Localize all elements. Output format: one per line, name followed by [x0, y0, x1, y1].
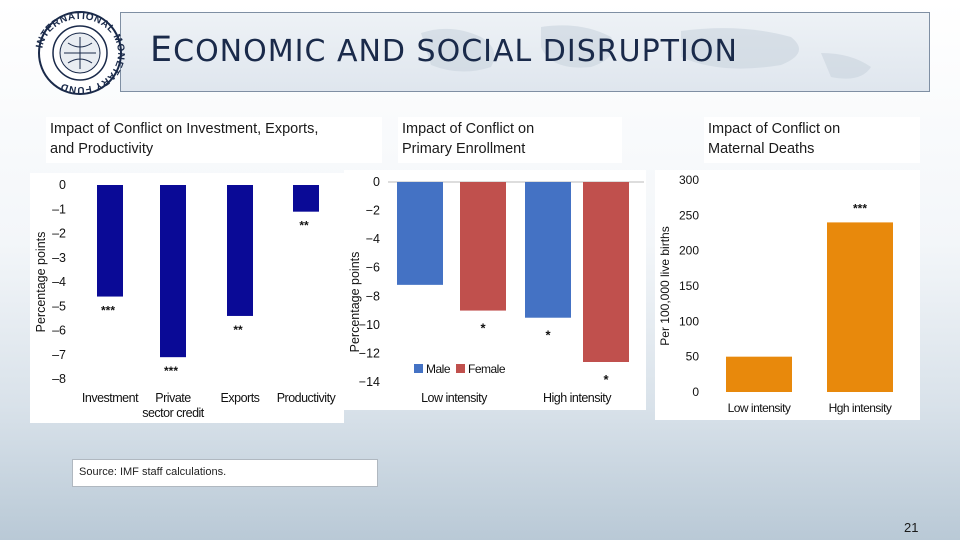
chart1-svg: 0 –1 –2 –3 –4 –5 –6 –7 –8 Percentage points *** Inv… [34, 178, 337, 420]
significance-label: *** [101, 304, 115, 318]
bar-low-intensity [726, 356, 792, 392]
legend-swatch-male [414, 364, 423, 373]
x-tick-label: Private [155, 391, 191, 405]
y-tick-label: –6 [52, 324, 66, 338]
chart2-caption-line2: Primary Enrollment [402, 141, 526, 157]
world-map-watermark [421, 25, 871, 79]
y-tick-label: 0 [59, 178, 66, 192]
significance-label: *** [164, 364, 178, 378]
y-tick-label: –5 [52, 299, 66, 313]
chart1-caption: Impact of Conflict on Investment, Export… [46, 117, 382, 163]
bar-high-intensity [827, 222, 893, 392]
header-band [120, 12, 930, 92]
significance-label: * [603, 372, 609, 387]
chart3-svg: 0 50 100 150 200 250 300 Per 100,000 live birth… [658, 173, 893, 415]
y-tick-label: 0 [692, 385, 699, 399]
y-axis-label: Percentage points [348, 252, 362, 353]
chart3-caption-line2: Maternal Deaths [708, 141, 815, 157]
significance-label: ** [233, 323, 243, 337]
significance-label: * [480, 321, 486, 336]
y-tick-label: −2 [366, 204, 380, 218]
legend-label-female: Female [468, 362, 506, 376]
y-tick-label: 100 [679, 314, 699, 328]
y-tick-label: 0 [373, 175, 380, 189]
x-tick-label: High intensity [543, 391, 612, 405]
y-tick-label: 250 [679, 208, 699, 222]
y-tick-label: –1 [52, 202, 66, 216]
chart1-panel: 0 –1 –2 –3 –4 –5 –6 –7 –8 Percentage points *** Inv… [30, 173, 344, 423]
x-tick-sublabel: sector credit [142, 406, 205, 420]
y-axis-label: Per 100,000 live births [658, 226, 672, 345]
y-tick-label: −10 [359, 318, 380, 332]
page-title: ECONOMIC AND SOCIAL DISRUPTION [150, 30, 738, 70]
chart3-caption-line1: Impact of Conflict on [708, 121, 841, 137]
bar-exports [227, 185, 253, 316]
chart1-caption-line2: and Productivity [50, 141, 154, 157]
y-tick-label: −6 [366, 261, 380, 275]
y-tick-label: −4 [366, 232, 380, 246]
chart3-panel: 0 50 100 150 200 250 300 Per 100,000 live birth… [655, 170, 920, 420]
y-tick-label: −8 [366, 289, 380, 303]
y-axis-label: Percentage points [34, 232, 48, 333]
significance-label: * [545, 328, 551, 343]
x-tick-label: Exports [221, 391, 260, 405]
legend-label-male: Male [426, 362, 451, 376]
y-tick-label: −14 [359, 375, 380, 389]
y-tick-label: 200 [679, 244, 699, 258]
chart2-svg: 0 −2 −4 −6 −8 −10 −12 −14 Percentage points * * * Lo… [348, 175, 644, 405]
chart3-caption: Impact of Conflict on Maternal Deaths [704, 117, 920, 163]
bar-investment [97, 185, 123, 297]
bar-productivity [293, 185, 319, 212]
legend-swatch-female [456, 364, 465, 373]
significance-label: ** [299, 219, 309, 233]
x-tick-label: Low intensity [728, 401, 791, 415]
source-note: Source: IMF staff calculations. [72, 459, 378, 487]
x-tick-label: Low intensity [421, 391, 488, 405]
chart2-panel: 0 −2 −4 −6 −8 −10 −12 −14 Percentage points * * * Lo… [344, 170, 646, 410]
y-tick-label: –3 [52, 251, 66, 265]
y-tick-label: –4 [52, 275, 66, 289]
bar-female [583, 182, 629, 362]
page-number: 21 [904, 520, 919, 535]
x-tick-label: Hgh intensity [829, 401, 892, 415]
imf-logo: INTERNATIONAL MONETARY FUND [34, 11, 125, 95]
significance-label: *** [853, 201, 867, 215]
y-tick-label: −12 [359, 346, 380, 360]
y-tick-label: –2 [52, 227, 66, 241]
chart2-caption: Impact of Conflict on Primary Enrollment [398, 117, 622, 163]
x-tick-label: Investment [82, 391, 139, 405]
y-tick-label: –7 [52, 348, 66, 362]
x-tick-label: Productivity [277, 391, 337, 405]
bar-female [460, 182, 506, 311]
bar-male [397, 182, 443, 285]
chart2-caption-line1: Impact of Conflict on [402, 121, 535, 137]
bar-private [160, 185, 186, 358]
y-tick-label: –8 [52, 372, 66, 386]
chart1-caption-line1: Impact of Conflict on Investment, Export… [50, 121, 319, 137]
y-tick-label: 150 [679, 279, 699, 293]
bar-male [525, 182, 571, 318]
y-tick-label: 50 [686, 350, 700, 364]
y-tick-label: 300 [679, 173, 699, 187]
